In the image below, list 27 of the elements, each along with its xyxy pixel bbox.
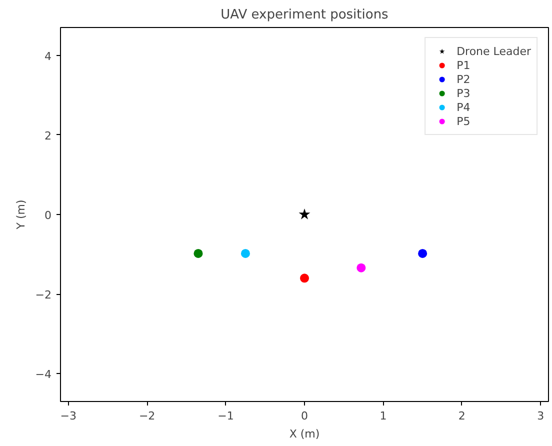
x-tick-label: 1: [380, 410, 387, 422]
y-tick-label: 2: [44, 129, 52, 142]
y-tick-label: 0: [44, 209, 52, 222]
legend-label: P2: [456, 72, 472, 86]
y-axis-title: Y (m): [14, 200, 28, 230]
x-tick-label: −3: [60, 410, 76, 422]
legend-label: Drone Leader: [456, 44, 531, 58]
x-tick-label: 3: [537, 410, 544, 422]
point: [298, 208, 310, 220]
y-tick-label: −4: [35, 368, 52, 382]
point: [356, 263, 366, 272]
legend-label: P4: [456, 100, 472, 114]
legend-label: P5: [456, 114, 472, 128]
x-tick-label: −1: [218, 410, 234, 422]
point: [240, 249, 250, 258]
legend-label: P1: [456, 58, 472, 72]
x-axis-title: X (m): [289, 428, 320, 440]
legend-label: P3: [456, 86, 472, 100]
point: [418, 249, 428, 258]
point: [194, 249, 203, 258]
y-tick-label: −2: [35, 288, 52, 302]
x-tick-label: 2: [458, 410, 466, 422]
point: [300, 274, 309, 283]
y-tick-label: 4: [44, 50, 52, 63]
chart-title: UAV experiment positions: [220, 8, 389, 22]
x-tick-label: 0: [301, 410, 308, 422]
x-tick-label: −2: [138, 410, 156, 422]
